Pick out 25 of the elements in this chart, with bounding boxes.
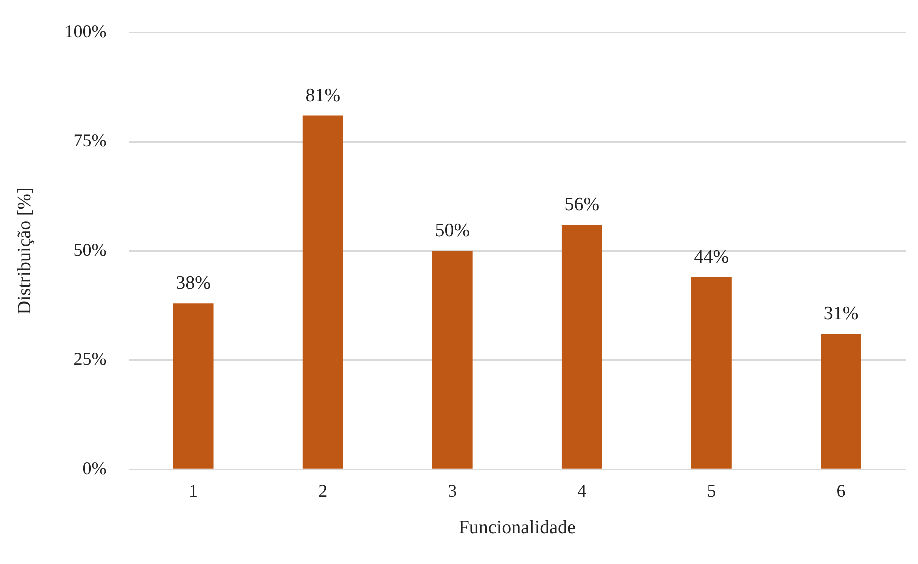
bar [691,277,732,469]
data-label: 44% [694,246,730,268]
bar [173,304,214,469]
x-tick-label: 2 [318,481,328,502]
x-axis-title: Funcionalidade [458,518,576,539]
x-tick-label: 5 [707,481,716,502]
x-tick-label: 4 [578,481,587,502]
y-tick-label: 25% [74,349,107,370]
bar [562,224,602,469]
y-tick-label: 50% [74,240,107,260]
y-axis-title: Distribuição [%] [14,188,36,315]
data-label: 81% [306,85,341,106]
bar [821,334,862,469]
y-tick-label: 100% [64,22,107,42]
x-tick-label: 6 [836,481,846,502]
bar [302,116,344,469]
y-tick-label: 75% [74,130,107,151]
data-label: 38% [176,273,212,294]
data-label: 31% [824,304,859,325]
x-tick-label: 1 [189,481,198,502]
data-label: 56% [564,194,600,216]
x-tick-label: 3 [448,481,458,502]
data-label: 50% [435,220,470,242]
y-tick-label: 0% [82,458,107,478]
bar [432,251,473,469]
